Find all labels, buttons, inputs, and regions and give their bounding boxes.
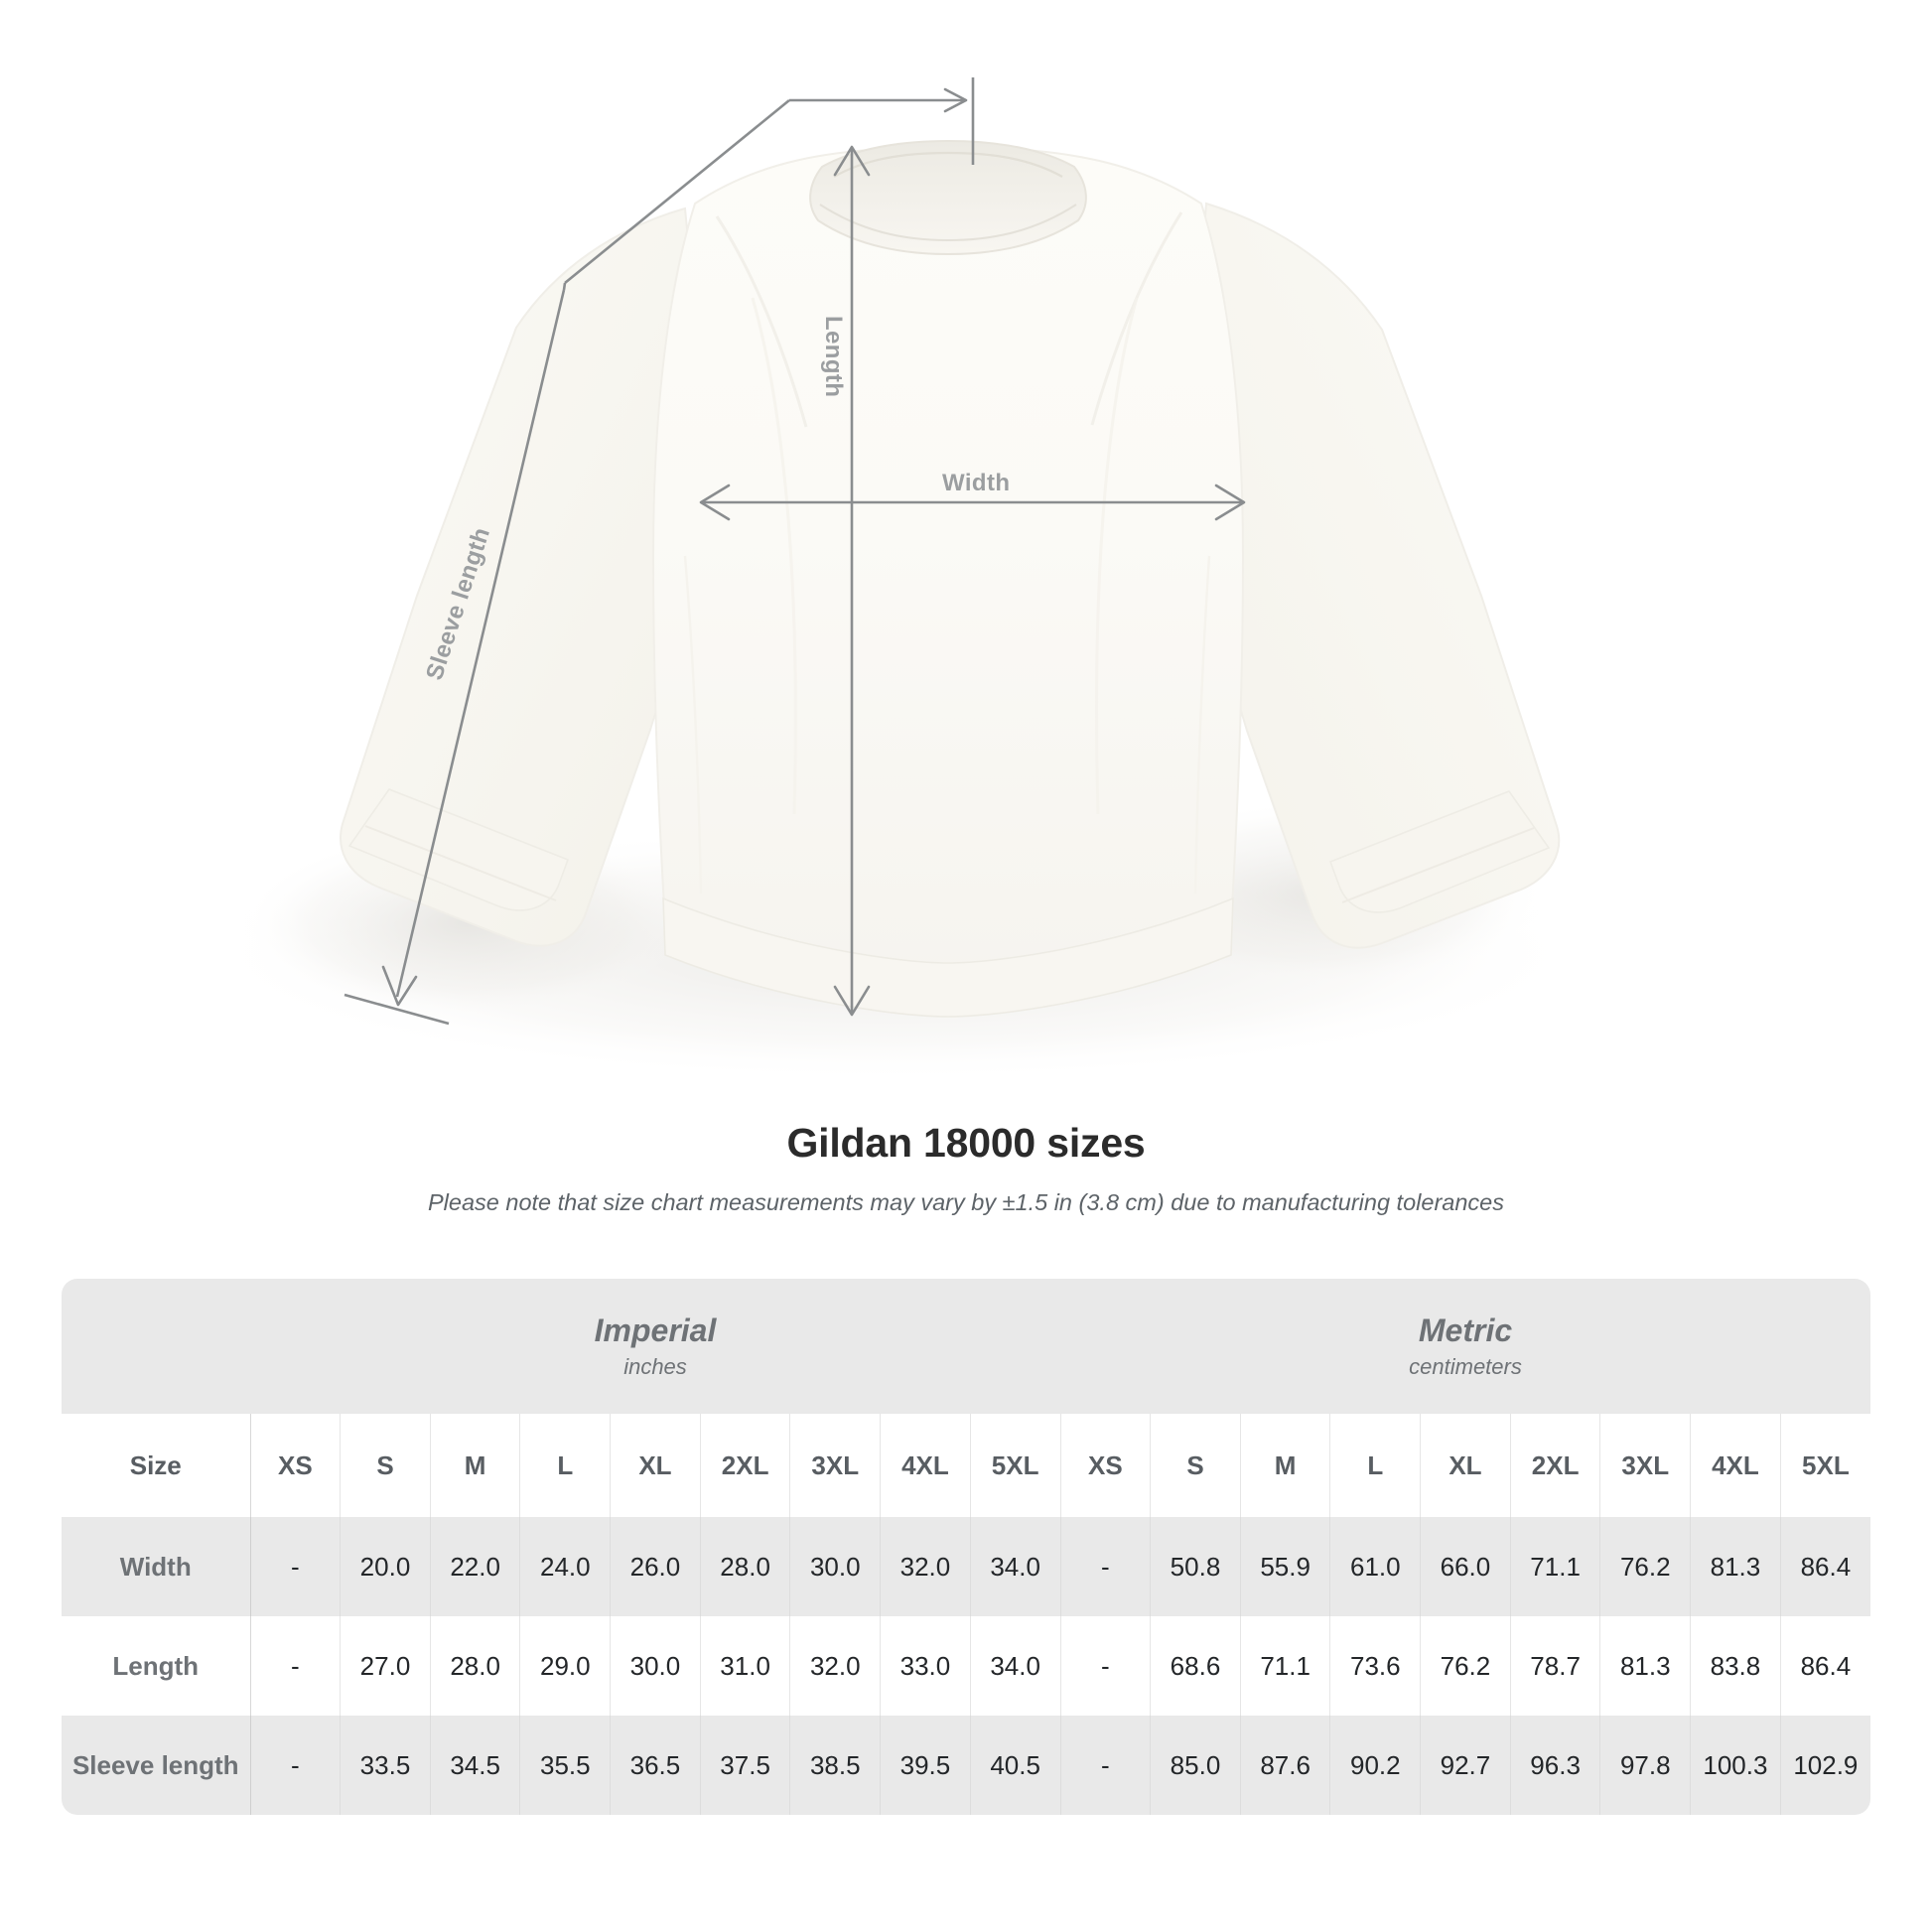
cell-sleeve-length-metric-xl: 92.7 <box>1420 1716 1511 1815</box>
cell-length-imperial-s: 27.0 <box>340 1616 431 1716</box>
cell-width-metric-m: 55.9 <box>1240 1517 1331 1616</box>
cell-length-imperial-2xl: 31.0 <box>700 1616 791 1716</box>
cell-width-imperial-xs: - <box>250 1517 342 1616</box>
cell-sleeve-length-imperial-3xl: 38.5 <box>789 1716 882 1815</box>
cell-width-imperial-2xl: 28.0 <box>700 1517 791 1616</box>
size-header-metric-s: S <box>1150 1414 1241 1517</box>
cell-sleeve-length-imperial-2xl: 37.5 <box>700 1716 791 1815</box>
size-header-metric-5xl: 5XL <box>1780 1414 1870 1517</box>
size-header-imperial-5xl: 5XL <box>970 1414 1061 1517</box>
cell-length-metric-l: 73.6 <box>1329 1616 1422 1716</box>
size-header-metric-2xl: 2XL <box>1510 1414 1601 1517</box>
cell-sleeve-length-metric-3xl: 97.8 <box>1599 1716 1692 1815</box>
unit-group-subtitle: centimeters <box>1409 1354 1522 1380</box>
size-header-imperial-4xl: 4XL <box>880 1414 971 1517</box>
cell-width-imperial-4xl: 32.0 <box>880 1517 971 1616</box>
cell-sleeve-length-metric-2xl: 96.3 <box>1510 1716 1601 1815</box>
unit-row-spacer <box>62 1279 250 1414</box>
cell-sleeve-length-metric-4xl: 100.3 <box>1690 1716 1781 1815</box>
cell-length-metric-4xl: 83.8 <box>1690 1616 1781 1716</box>
cell-length-metric-2xl: 78.7 <box>1510 1616 1601 1716</box>
cell-sleeve-length-metric-m: 87.6 <box>1240 1716 1331 1815</box>
cell-sleeve-length-metric-s: 85.0 <box>1150 1716 1241 1815</box>
cell-width-metric-3xl: 76.2 <box>1599 1517 1692 1616</box>
size-header-metric-xs: XS <box>1060 1414 1152 1517</box>
length-measurement-label: Length <box>820 316 847 398</box>
size-chart-table: Imperial inches Metric centimeters Size XS S M L… <box>62 1279 1870 1815</box>
cell-length-imperial-m: 28.0 <box>430 1616 521 1716</box>
cell-width-imperial-m: 22.0 <box>430 1517 521 1616</box>
cell-width-imperial-s: 20.0 <box>340 1517 431 1616</box>
cell-width-metric-xl: 66.0 <box>1420 1517 1511 1616</box>
cell-length-imperial-5xl: 34.0 <box>970 1616 1061 1716</box>
cell-sleeve-length-metric-l: 90.2 <box>1329 1716 1422 1815</box>
cell-sleeve-length-imperial-xl: 36.5 <box>610 1716 701 1815</box>
sweatshirt-illustration <box>199 139 1588 1082</box>
cell-length-metric-5xl: 86.4 <box>1780 1616 1870 1716</box>
unit-group-name: Metric <box>1418 1311 1513 1348</box>
cell-length-metric-3xl: 81.3 <box>1599 1616 1692 1716</box>
row-label-width: Width <box>62 1517 251 1616</box>
cell-sleeve-length-metric-xs: - <box>1060 1716 1152 1815</box>
title-block: Gildan 18000 sizes Please note that size… <box>0 1120 1932 1216</box>
width-measurement-label: Width <box>942 470 1011 496</box>
size-chart-table-wrapper: Imperial inches Metric centimeters Size XS S M L… <box>62 1279 1870 1815</box>
size-header-imperial-xs: XS <box>250 1414 342 1517</box>
cell-sleeve-length-imperial-xs: - <box>250 1716 342 1815</box>
cell-width-imperial-3xl: 30.0 <box>789 1517 882 1616</box>
cell-length-metric-xl: 76.2 <box>1420 1616 1511 1716</box>
size-header-metric-xl: XL <box>1420 1414 1511 1517</box>
cell-sleeve-length-imperial-l: 35.5 <box>519 1716 612 1815</box>
unit-group-subtitle: inches <box>623 1354 687 1380</box>
size-header-metric-3xl: 3XL <box>1599 1414 1692 1517</box>
row-label-sleeve-length: Sleeve length <box>62 1716 251 1815</box>
table-row: Length -27.0 28.0 29.0 30.0 31.0 32.0 33.0 34.0-… <box>62 1616 1870 1716</box>
cell-length-imperial-3xl: 32.0 <box>789 1616 882 1716</box>
cell-width-metric-l: 61.0 <box>1329 1517 1422 1616</box>
size-header-imperial-m: M <box>430 1414 521 1517</box>
table-row: Sleeve length -33.5 34.5 35.5 36.5 37.5 38.5 39… <box>62 1716 1870 1815</box>
cell-width-imperial-5xl: 34.0 <box>970 1517 1061 1616</box>
cell-width-imperial-xl: 26.0 <box>610 1517 701 1616</box>
unit-group-name: Imperial <box>594 1311 717 1348</box>
size-header-metric-m: M <box>1240 1414 1331 1517</box>
size-header-corner: Size <box>62 1414 251 1517</box>
cell-sleeve-length-imperial-s: 33.5 <box>340 1716 431 1815</box>
size-header-metric-4xl: 4XL <box>1690 1414 1781 1517</box>
cell-sleeve-length-imperial-4xl: 39.5 <box>880 1716 971 1815</box>
cell-width-metric-4xl: 81.3 <box>1690 1517 1781 1616</box>
product-photo-area: Length Width Sleeve length <box>199 77 1588 1082</box>
cell-width-metric-5xl: 86.4 <box>1780 1517 1870 1616</box>
unit-group-row: Imperial inches Metric centimeters <box>62 1279 1870 1414</box>
cell-length-imperial-xl: 30.0 <box>610 1616 701 1716</box>
cell-sleeve-length-imperial-m: 34.5 <box>430 1716 521 1815</box>
row-label-length: Length <box>62 1616 251 1716</box>
table-row: Width -20.0 22.0 24.0 26.0 28.0 30.0 32.0 34.0-5… <box>62 1517 1870 1616</box>
cell-width-imperial-l: 24.0 <box>519 1517 612 1616</box>
size-header-imperial-3xl: 3XL <box>789 1414 882 1517</box>
unit-group-metric: Metric centimeters <box>1060 1279 1870 1414</box>
cell-length-metric-xs: - <box>1060 1616 1152 1716</box>
size-header-imperial-xl: XL <box>610 1414 701 1517</box>
size-header-imperial-l: L <box>519 1414 612 1517</box>
cell-sleeve-length-imperial-5xl: 40.5 <box>970 1716 1061 1815</box>
unit-group-imperial: Imperial inches <box>250 1279 1060 1414</box>
cell-length-metric-s: 68.6 <box>1150 1616 1241 1716</box>
page-title: Gildan 18000 sizes <box>786 1120 1146 1166</box>
size-header-imperial-2xl: 2XL <box>700 1414 791 1517</box>
cell-length-imperial-xs: - <box>250 1616 342 1716</box>
cell-length-metric-m: 71.1 <box>1240 1616 1331 1716</box>
size-header-metric-l: L <box>1329 1414 1422 1517</box>
cell-width-metric-s: 50.8 <box>1150 1517 1241 1616</box>
cell-length-imperial-l: 29.0 <box>519 1616 612 1716</box>
cell-length-imperial-4xl: 33.0 <box>880 1616 971 1716</box>
cell-sleeve-length-metric-5xl: 102.9 <box>1780 1716 1870 1815</box>
size-header-imperial-s: S <box>340 1414 431 1517</box>
size-header-row: Size XS S M L XL 2XL 3XL 4XL 5XL XS S M L XL 2XL 3XL 4XL 5… <box>62 1414 1870 1517</box>
cell-width-metric-xs: - <box>1060 1517 1152 1616</box>
cell-width-metric-2xl: 71.1 <box>1510 1517 1601 1616</box>
tolerance-note: Please note that size chart measurements… <box>428 1189 1504 1215</box>
